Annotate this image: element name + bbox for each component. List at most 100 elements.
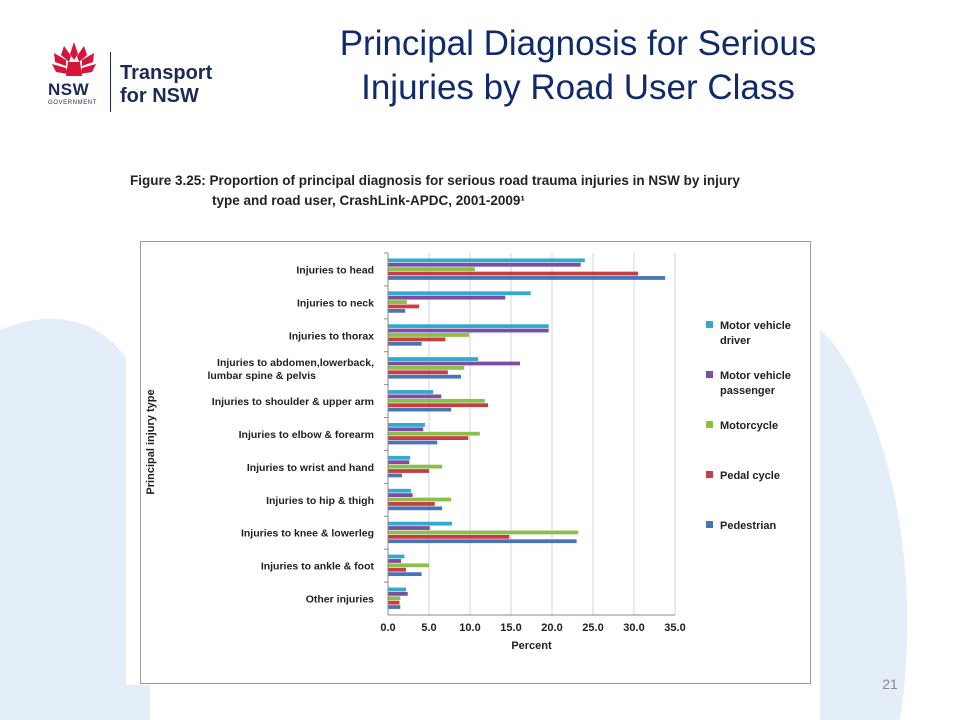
injury-bar-chart: 0.0 5.0 10.0 15.0 20.0 25.0 30.0 35.0 Injuries t…	[140, 241, 811, 684]
bar	[388, 271, 639, 276]
bar	[388, 460, 410, 465]
bar	[388, 440, 438, 445]
bar	[388, 539, 577, 544]
bar	[388, 308, 406, 313]
legend-label: Pedal cycle	[720, 470, 780, 482]
x-tick-label: 0.0	[380, 622, 395, 634]
legend-label: Motorcycle	[720, 420, 778, 432]
figure-caption-line-2: type and road user, CrashLink-APDC, 2001…	[212, 193, 525, 208]
category-label: Injuries to elbow & forearm	[239, 429, 374, 441]
bar	[388, 469, 429, 473]
bar	[388, 596, 401, 601]
bar	[388, 398, 485, 403]
bar	[388, 587, 407, 592]
bar	[388, 423, 425, 427]
logo-government-label: GOVERNMENT	[48, 100, 98, 106]
y-axis-title: Principal injury type	[145, 389, 157, 494]
figure-caption-line-1: Figure 3.25: Proportion of principal dia…	[130, 173, 740, 188]
bar	[388, 333, 470, 337]
bar	[388, 328, 549, 333]
slide-title-line-2: Injuries by Road User Class	[361, 68, 795, 107]
legend-label: Motor vehicle driver	[720, 320, 791, 347]
legend-label: Motor vehicle passenger	[720, 370, 791, 397]
x-axis-title: Percent	[511, 640, 552, 652]
logo-agency-name: Transport for NSW	[120, 62, 212, 108]
bar	[388, 431, 480, 436]
bar	[388, 605, 401, 609]
logo-nsw-wordmark: NSW	[48, 80, 90, 99]
category-label: Injuries to knee & lowerleg	[241, 528, 374, 540]
x-tick-label: 20.0	[541, 622, 562, 634]
bar	[388, 530, 579, 535]
legend-swatch	[706, 321, 713, 328]
bar	[388, 436, 469, 440]
legend-swatch	[706, 371, 713, 378]
slide-title: Principal Diagnosis for Serious Injuries…	[268, 22, 888, 110]
x-tick-label: 10.0	[459, 622, 480, 634]
category-label: Injuries to hip & thigh	[266, 495, 374, 507]
legend-label: Pedestrian	[720, 520, 777, 532]
transport-for-nsw-logo: NSW GOVERNMENT Transport for NSW	[44, 40, 254, 120]
bar	[388, 394, 442, 399]
bar	[388, 324, 549, 329]
bar	[388, 370, 448, 375]
bar	[388, 403, 489, 408]
bar	[388, 295, 506, 300]
bar	[388, 591, 408, 596]
x-tick-label: 5.0	[421, 622, 436, 634]
bar	[388, 374, 461, 379]
legend-swatch	[706, 521, 713, 528]
bar	[388, 572, 422, 577]
bar	[388, 534, 510, 539]
bar	[388, 304, 420, 309]
category-label: Injuries to wrist and hand	[247, 462, 374, 474]
bar	[388, 276, 666, 280]
slide-title-line-1: Principal Diagnosis for Serious	[339, 24, 817, 63]
x-tick-label: 15.0	[500, 622, 521, 634]
logo-divider	[110, 52, 111, 112]
legend-swatch	[706, 421, 713, 428]
category-label: Other injuries	[306, 594, 374, 606]
category-label: Injuries to abdomen,lowerback, lumbar spi…	[207, 357, 374, 382]
bar	[388, 427, 424, 432]
bar	[388, 497, 452, 502]
bar	[388, 407, 452, 412]
bar	[388, 357, 479, 361]
bar	[388, 506, 443, 511]
bar	[388, 390, 434, 394]
bar	[388, 502, 435, 506]
logo-line-1: Transport	[120, 62, 213, 84]
bar	[388, 291, 531, 296]
bar	[388, 521, 452, 526]
figure-caption: Figure 3.25: Proportion of principal dia…	[130, 171, 770, 211]
category-label: Injuries to neck	[297, 297, 374, 309]
x-tick-label: 25.0	[582, 622, 603, 634]
figure-panel: Figure 3.25: Proportion of principal dia…	[126, 165, 812, 685]
chart-frame	[140, 241, 811, 684]
page-number: 21	[882, 676, 898, 692]
bar	[388, 488, 411, 493]
legend-swatch	[706, 471, 713, 478]
bar	[388, 493, 413, 498]
bar	[388, 300, 407, 304]
bar	[388, 455, 411, 460]
x-tick-label: 30.0	[623, 622, 644, 634]
bar	[388, 563, 429, 568]
bar	[388, 554, 405, 559]
category-label: Injuries to head	[296, 264, 374, 276]
bar	[388, 258, 585, 263]
category-label: Injuries to thorax	[289, 330, 374, 342]
bar	[388, 341, 422, 346]
bar	[388, 559, 402, 563]
category-label: Injuries to ankle & foot	[261, 561, 375, 573]
bar	[388, 365, 465, 370]
bar	[388, 473, 402, 478]
logo-line-2: for NSW	[120, 85, 199, 107]
category-label: Injuries to shoulder & upper arm	[212, 396, 374, 408]
bar	[388, 267, 475, 272]
bar	[388, 464, 443, 469]
bar	[388, 567, 407, 572]
waratah-icon	[52, 42, 96, 76]
bar	[388, 600, 400, 605]
